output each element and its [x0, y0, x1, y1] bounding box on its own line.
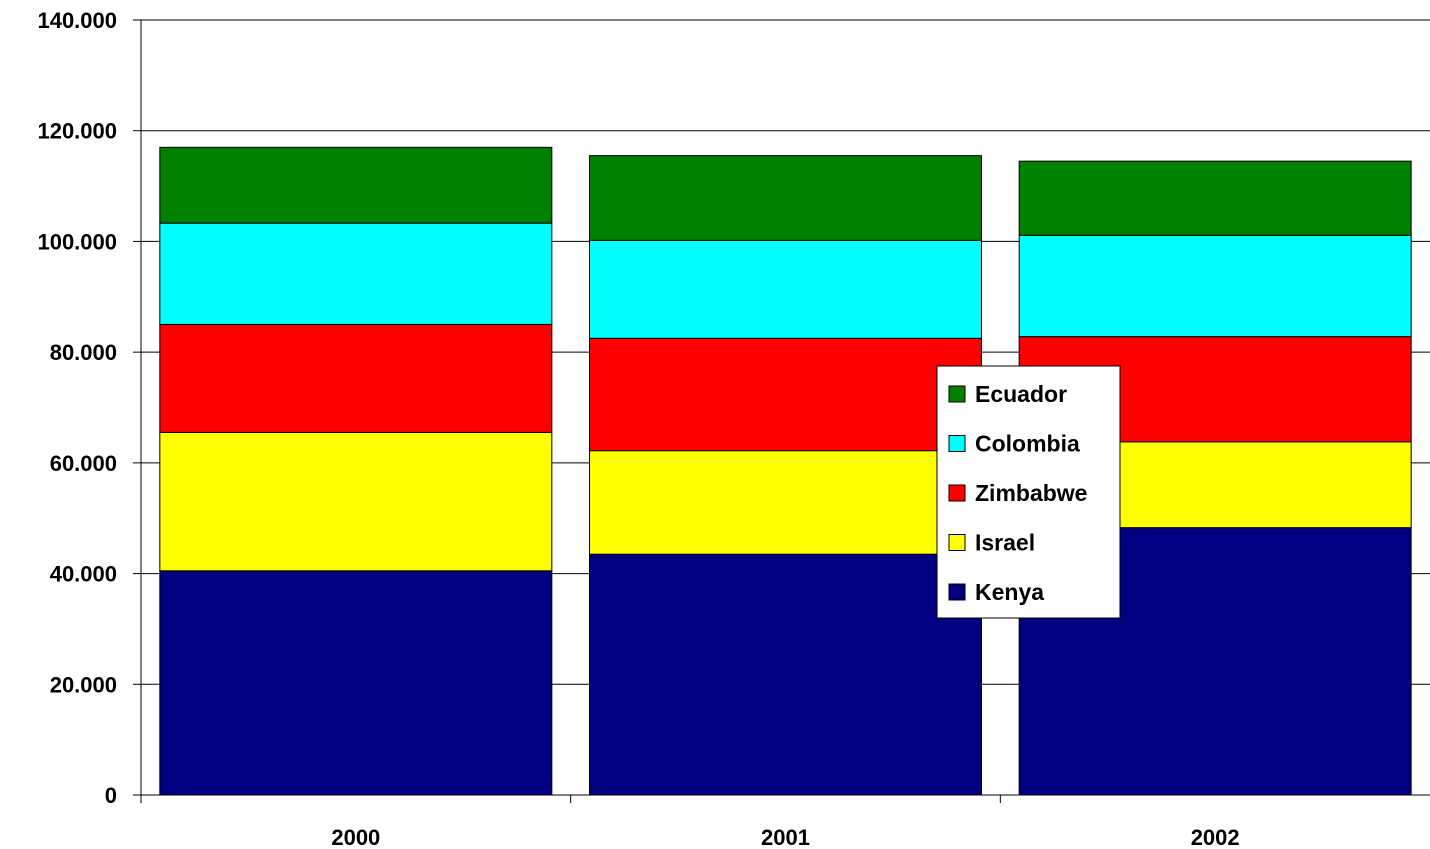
y-tick-label: 0 [105, 783, 117, 808]
y-tick-label: 140.000 [37, 8, 117, 33]
bars [159, 146, 1412, 796]
x-tick-label: 2001 [761, 825, 810, 849]
y-tick-label: 40.000 [50, 562, 117, 587]
bar-segment-colombia [1018, 234, 1412, 338]
x-tick-label: 2000 [331, 825, 380, 849]
bar-segment-zimbabwe [159, 323, 553, 433]
legend-label-kenya: Kenya [975, 579, 1044, 605]
x-tick-label: 2002 [1191, 825, 1240, 849]
y-tick-label: 60.000 [50, 451, 117, 476]
legend-swatch-zimbabwe [948, 484, 966, 502]
bar-segment-ecuador [589, 155, 982, 241]
y-axis-tick-labels: 0 20.000 40.000 60.000 80.000 100.000 120.000 1… [37, 8, 117, 808]
bar-segment-colombia [589, 239, 982, 339]
y-tick-label: 80.000 [50, 340, 117, 365]
y-tick-label: 100.000 [37, 229, 117, 254]
legend-label-ecuador: Ecuador [975, 381, 1067, 407]
bar-segment-israel [159, 431, 553, 572]
x-axis-category-labels: 2000 2001 2002 [331, 825, 1239, 849]
legend-label-israel: Israel [975, 530, 1035, 556]
legend: Ecuador Colombia Zimbabwe Israel Kenya [936, 365, 1121, 619]
bar-segment-israel [589, 450, 982, 555]
bar-segment-ecuador [159, 146, 553, 224]
y-tick-label: 120.000 [37, 119, 117, 144]
legend-swatch-ecuador [948, 385, 966, 403]
legend-swatch-kenya [948, 583, 966, 601]
legend-box [936, 365, 1121, 619]
bar-segment-colombia [159, 222, 553, 325]
legend-swatch-colombia [948, 435, 966, 452]
legend-label-colombia: Colombia [975, 431, 1080, 457]
bar-segment-kenya [589, 553, 982, 796]
axes [133, 19, 1430, 803]
y-tick-label: 20.000 [50, 672, 117, 697]
bar-segment-kenya [159, 570, 553, 796]
legend-swatch-israel [948, 534, 966, 551]
legend-label-zimbabwe: Zimbabwe [975, 480, 1087, 506]
bar-segment-zimbabwe [589, 337, 982, 452]
bar-segment-ecuador [1018, 160, 1412, 236]
